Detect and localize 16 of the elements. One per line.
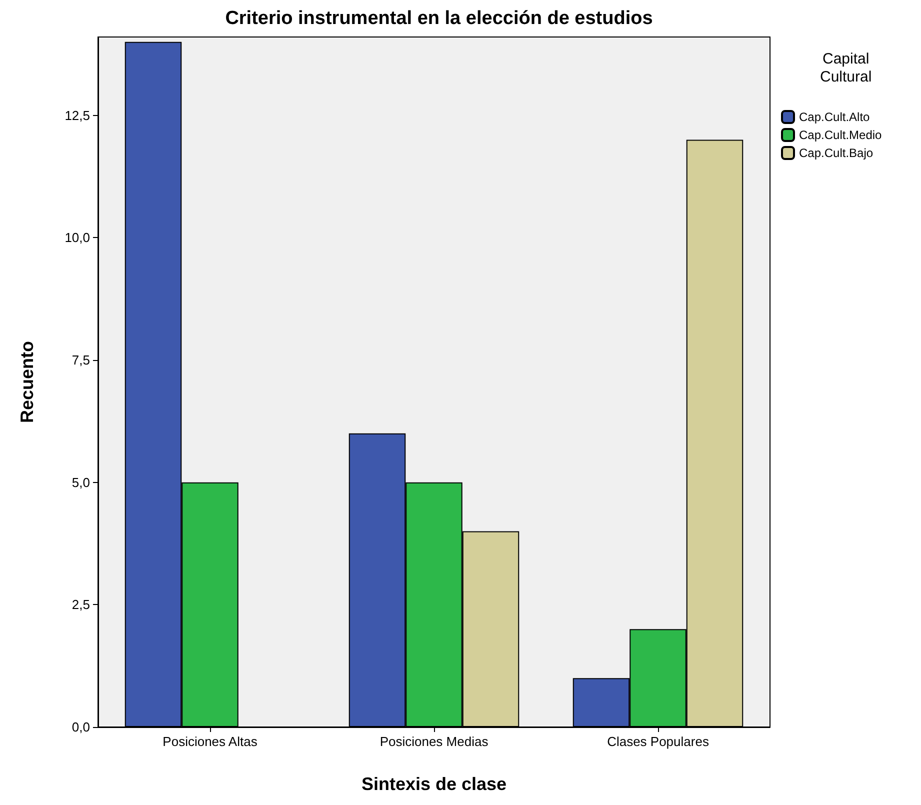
x-tick-label: Posiciones Medias — [380, 734, 489, 749]
legend-title: Capital Cultural — [820, 50, 872, 86]
legend-label: Cap.Cult.Medio — [799, 128, 882, 142]
legend-label: Cap.Cult.Alto — [799, 110, 870, 124]
y-tick-label: 0,0 — [72, 720, 90, 734]
y-tick-label: 5,0 — [72, 474, 90, 490]
legend-label: Cap.Cult.Bajo — [799, 146, 874, 160]
y-tick-label: 12,5 — [64, 108, 90, 123]
x-tick-label: Posiciones Altas — [162, 734, 258, 749]
y-tick-label: 10,0 — [64, 230, 90, 246]
chart-title: Criterio instrumental en la elección de estudios — [225, 8, 653, 29]
y-tick-label: 2,5 — [72, 597, 90, 612]
x-axis-title: Sintexis de clase — [361, 774, 507, 794]
x-tick-label: Clases Populares — [607, 734, 710, 749]
y-tick-label: 7,5 — [72, 352, 90, 368]
y-axis-title: Recuento — [17, 340, 37, 424]
